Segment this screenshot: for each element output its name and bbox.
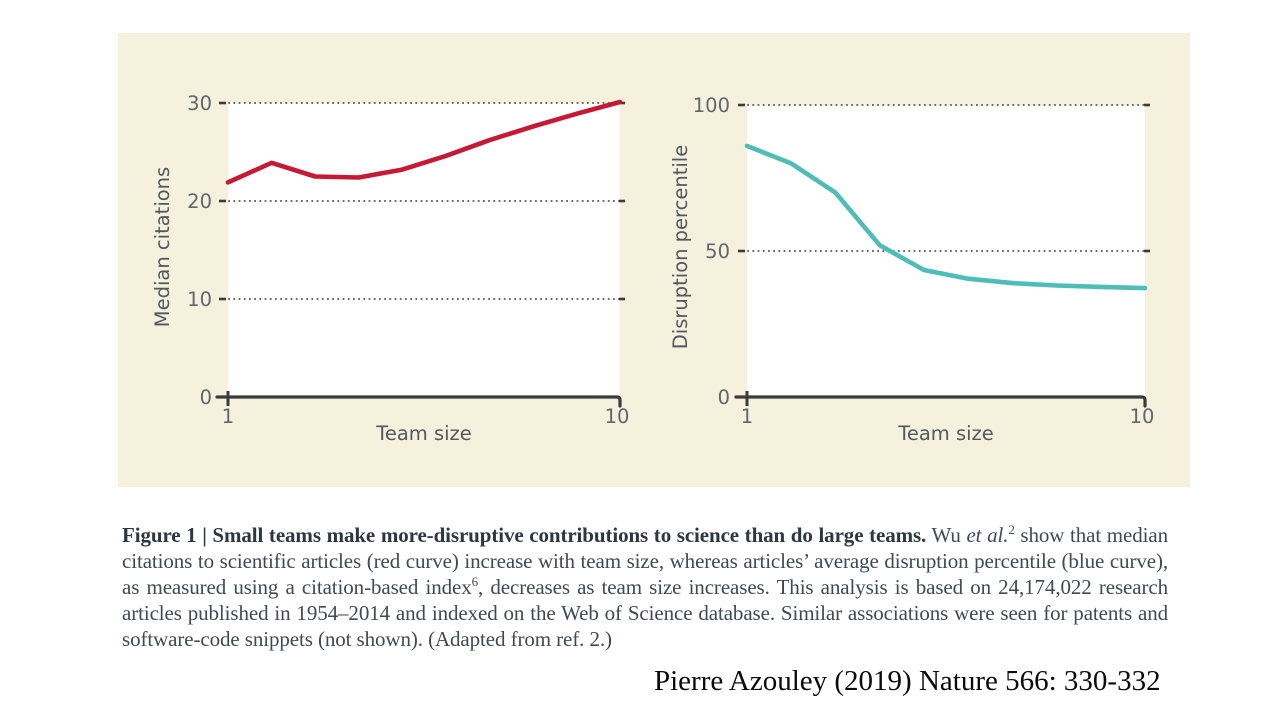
x-tick-label-1: 1	[741, 405, 753, 428]
y-tick-label-20: 20	[187, 190, 212, 213]
y-tick-label-50: 50	[705, 240, 730, 263]
x-axis-citations	[215, 395, 622, 408]
y-axis-title-citations: Median citations	[151, 167, 174, 327]
plot-area-citations	[228, 103, 620, 397]
y-tick-label-0: 0	[200, 386, 212, 409]
curve-citations	[225, 99, 623, 185]
source-attribution: Pierre Azouley (2019) Nature 566: 330-33…	[654, 665, 1161, 697]
caption-text-3: , decreases as team size increases. This…	[122, 575, 1168, 651]
team-size-charts: 0 10 20 30 1 10 Team size Median citations 0 50 10…	[151, 92, 1155, 445]
x-axis-disruption	[734, 395, 1147, 408]
figure-panel: 0 10 20 30 1 10 Team size Median citations 0 50 10…	[118, 33, 1190, 487]
y-tick-label-0: 0	[718, 386, 730, 409]
caption-title: Figure 1 | Small teams make more-disrupt…	[122, 523, 927, 547]
y-tick-label-100: 100	[693, 94, 730, 117]
caption-text-2: show that median citations to scientific…	[122, 523, 1168, 599]
x-tick-label-10: 10	[1130, 405, 1155, 428]
y-tick-label-10: 10	[187, 288, 212, 311]
x-tick-label-1: 1	[222, 405, 234, 428]
figure-caption: Figure 1 | Small teams make more-disrupt…	[122, 522, 1168, 652]
caption-etal: et al.	[966, 523, 1009, 547]
y-axis-title-disruption: Disruption percentile	[669, 145, 692, 349]
caption-ref-2: 2	[1008, 522, 1015, 537]
caption-ref-6: 6	[471, 574, 479, 589]
x-axis-title-disruption: Team size	[897, 422, 994, 445]
y-tick-label-30: 30	[187, 92, 212, 115]
x-tick-label-10: 10	[605, 405, 630, 428]
x-axis-title-citations: Team size	[375, 422, 472, 445]
curve-disruption	[744, 143, 1148, 291]
caption-text-1: Wu	[926, 523, 967, 547]
